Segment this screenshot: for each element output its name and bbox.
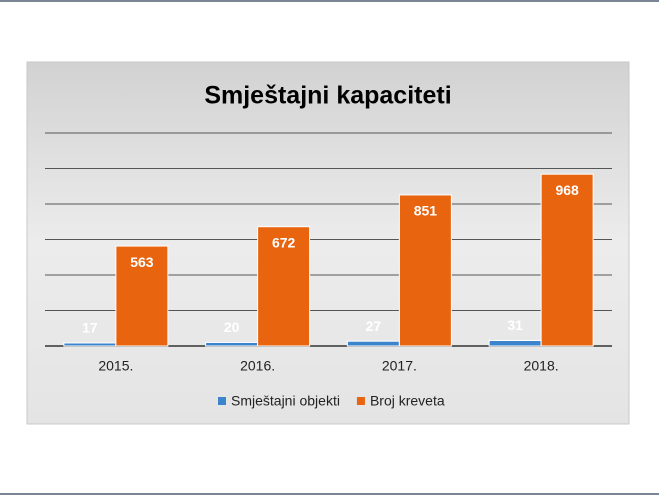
data-label: 17 xyxy=(82,320,98,336)
data-label: 31 xyxy=(507,317,523,333)
data-label: 20 xyxy=(224,319,240,335)
data-label: 851 xyxy=(414,203,438,219)
bar xyxy=(205,341,259,347)
x-tick-label: 2015. xyxy=(98,358,133,374)
legend-label: Broj kreveta xyxy=(370,393,445,409)
legend-label: Smještajni objekti xyxy=(231,393,340,409)
legend-swatch xyxy=(356,397,365,405)
bar xyxy=(488,339,542,347)
x-tick-label: 2018. xyxy=(524,358,559,374)
bar xyxy=(540,173,594,347)
bar xyxy=(63,342,117,347)
data-label: 563 xyxy=(130,254,154,270)
chart-area xyxy=(26,61,630,425)
legend-swatch xyxy=(218,397,226,405)
data-label: 27 xyxy=(366,318,382,334)
x-tick-label: 2016. xyxy=(240,358,275,374)
bar xyxy=(398,194,452,347)
data-label: 968 xyxy=(555,182,579,198)
x-tick-label: 2017. xyxy=(382,358,417,374)
chart-title: Smještajni kapaciteti xyxy=(204,82,451,110)
bar xyxy=(346,340,400,347)
bar xyxy=(257,226,311,347)
data-label: 672 xyxy=(272,234,296,250)
plot: 2015. 17 563 2016. 20 672 2017. 27 851 2018. 31 968… xyxy=(45,132,612,409)
bar xyxy=(115,245,169,347)
